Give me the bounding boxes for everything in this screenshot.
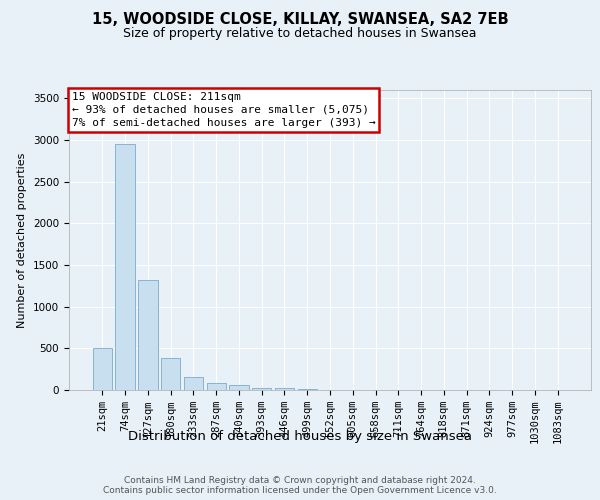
Text: Size of property relative to detached houses in Swansea: Size of property relative to detached ho… xyxy=(123,28,477,40)
Text: 15, WOODSIDE CLOSE, KILLAY, SWANSEA, SA2 7EB: 15, WOODSIDE CLOSE, KILLAY, SWANSEA, SA2… xyxy=(92,12,508,28)
Bar xyxy=(138,280,158,390)
Text: 15 WOODSIDE CLOSE: 211sqm
← 93% of detached houses are smaller (5,075)
7% of sem: 15 WOODSIDE CLOSE: 211sqm ← 93% of detac… xyxy=(71,92,376,128)
Bar xyxy=(184,377,203,390)
Y-axis label: Number of detached properties: Number of detached properties xyxy=(17,152,28,328)
Bar xyxy=(229,385,248,390)
Bar xyxy=(161,358,181,390)
Bar xyxy=(252,388,271,390)
Bar xyxy=(115,144,135,390)
Text: Distribution of detached houses by size in Swansea: Distribution of detached houses by size … xyxy=(128,430,472,443)
Bar xyxy=(206,382,226,390)
Bar xyxy=(275,388,294,390)
Bar xyxy=(93,348,112,390)
Bar xyxy=(298,389,317,390)
Text: Contains HM Land Registry data © Crown copyright and database right 2024.
Contai: Contains HM Land Registry data © Crown c… xyxy=(103,476,497,495)
